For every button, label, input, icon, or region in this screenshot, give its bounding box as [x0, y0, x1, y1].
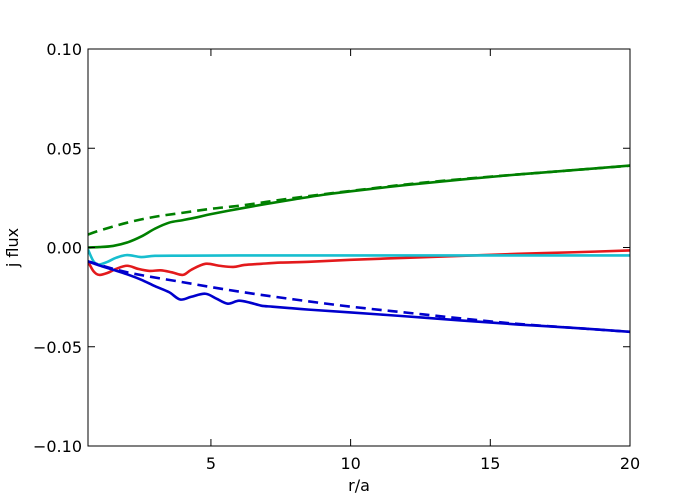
- x-axis: 5 10 15 20: [206, 49, 640, 473]
- series-line-6: [88, 260, 630, 334]
- x-tick-label: 20: [620, 454, 640, 473]
- x-tick-label: 10: [340, 454, 360, 473]
- y-tick-label: −0.10: [33, 437, 82, 456]
- x-tick-label: 15: [480, 454, 500, 473]
- y-axis-label: j flux: [3, 228, 22, 268]
- series-line-1: [88, 164, 630, 236]
- y-tick-label: 0.05: [46, 139, 82, 158]
- y-tick-label: 0.10: [46, 40, 82, 59]
- y-axis: −0.10 −0.05 0.00 0.05 0.10: [33, 40, 630, 456]
- plot-frame: [87, 48, 631, 447]
- x-tick-label: 5: [206, 454, 216, 473]
- series-line-2: [88, 164, 630, 249]
- series-layer: [88, 164, 630, 334]
- x-axis-label: r/a: [348, 476, 370, 495]
- y-tick-label: 0.00: [46, 239, 82, 258]
- series-line-3: [88, 249, 630, 277]
- y-tick-label: −0.05: [33, 338, 82, 357]
